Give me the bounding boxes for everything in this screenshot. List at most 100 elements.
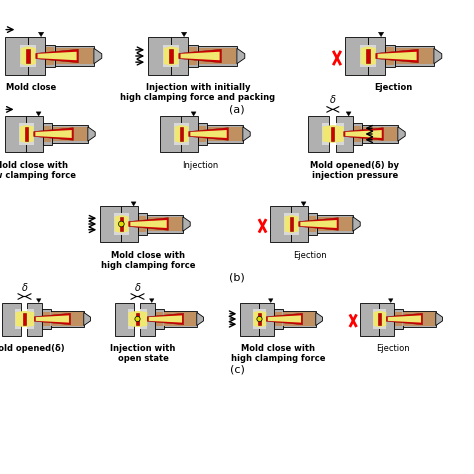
Bar bbox=[259, 309, 266, 329]
Bar bbox=[403, 312, 435, 326]
Text: (c): (c) bbox=[229, 364, 245, 374]
Bar bbox=[121, 213, 129, 235]
Bar bbox=[385, 45, 395, 67]
Polygon shape bbox=[237, 48, 245, 64]
Bar bbox=[164, 311, 197, 327]
Polygon shape bbox=[346, 130, 382, 138]
Bar bbox=[28, 45, 36, 67]
Bar bbox=[121, 206, 138, 242]
Bar bbox=[317, 215, 353, 233]
Bar bbox=[182, 123, 189, 145]
Bar bbox=[164, 312, 196, 326]
Bar bbox=[114, 213, 121, 235]
Bar bbox=[189, 47, 197, 64]
Bar bbox=[27, 116, 43, 152]
Text: (a): (a) bbox=[229, 104, 245, 114]
Bar bbox=[345, 36, 368, 75]
Text: Injection with
open state: Injection with open state bbox=[110, 344, 176, 364]
Bar bbox=[19, 123, 27, 145]
Bar bbox=[199, 48, 236, 64]
Bar bbox=[43, 123, 52, 145]
Bar bbox=[51, 311, 84, 327]
Text: Mold opened(δ): Mold opened(δ) bbox=[0, 344, 64, 353]
Polygon shape bbox=[361, 46, 376, 65]
Bar bbox=[208, 127, 242, 141]
Text: Injection with initially
high clamping force and packing: Injection with initially high clamping f… bbox=[120, 83, 275, 102]
Bar bbox=[274, 309, 283, 329]
Polygon shape bbox=[398, 127, 405, 141]
Polygon shape bbox=[344, 128, 383, 140]
Bar bbox=[380, 302, 394, 336]
Bar bbox=[119, 217, 123, 231]
Bar bbox=[360, 45, 368, 67]
Bar bbox=[138, 213, 147, 235]
Bar bbox=[20, 45, 28, 67]
Bar bbox=[331, 127, 335, 141]
Bar bbox=[140, 309, 147, 329]
Polygon shape bbox=[21, 46, 36, 65]
Bar bbox=[198, 46, 237, 66]
Polygon shape bbox=[266, 313, 302, 325]
Polygon shape bbox=[115, 215, 129, 233]
Text: Mold close with
high clamping force: Mold close with high clamping force bbox=[231, 344, 325, 364]
Bar bbox=[368, 36, 385, 75]
Bar bbox=[52, 125, 88, 143]
Bar bbox=[308, 213, 317, 235]
Polygon shape bbox=[388, 315, 421, 323]
Circle shape bbox=[118, 221, 124, 227]
Polygon shape bbox=[254, 311, 266, 327]
Bar bbox=[322, 123, 329, 145]
Bar bbox=[189, 45, 198, 67]
Polygon shape bbox=[346, 112, 351, 116]
Polygon shape bbox=[374, 311, 386, 327]
Bar bbox=[395, 311, 402, 327]
Bar bbox=[171, 36, 189, 75]
Bar bbox=[56, 48, 93, 64]
Bar bbox=[283, 312, 315, 326]
Polygon shape bbox=[149, 315, 182, 323]
Bar bbox=[373, 309, 380, 329]
Bar bbox=[5, 36, 28, 75]
Polygon shape bbox=[243, 127, 250, 141]
Bar bbox=[275, 311, 282, 327]
Polygon shape bbox=[183, 217, 190, 231]
Bar bbox=[253, 309, 259, 329]
Polygon shape bbox=[378, 32, 384, 36]
Bar bbox=[386, 47, 394, 64]
Bar bbox=[15, 309, 21, 329]
Bar bbox=[26, 48, 30, 64]
Bar bbox=[309, 216, 316, 232]
Bar bbox=[395, 46, 434, 66]
Polygon shape bbox=[88, 127, 95, 141]
Polygon shape bbox=[191, 112, 196, 116]
Text: Mold close with
high clamping force: Mold close with high clamping force bbox=[101, 251, 195, 270]
Polygon shape bbox=[316, 312, 322, 326]
Bar bbox=[366, 48, 370, 64]
Polygon shape bbox=[16, 311, 34, 327]
Bar bbox=[284, 213, 292, 235]
Polygon shape bbox=[434, 48, 442, 64]
Text: Injection: Injection bbox=[182, 161, 218, 170]
Polygon shape bbox=[189, 128, 228, 140]
Bar bbox=[155, 309, 164, 329]
Bar bbox=[354, 126, 361, 142]
Bar bbox=[23, 313, 26, 325]
Bar bbox=[160, 116, 182, 152]
Polygon shape bbox=[84, 312, 91, 326]
Text: Ejection: Ejection bbox=[293, 251, 327, 260]
Text: Ejection: Ejection bbox=[376, 344, 410, 353]
Bar bbox=[337, 123, 344, 145]
Polygon shape bbox=[34, 313, 71, 325]
Text: Mold close: Mold close bbox=[6, 83, 56, 92]
Bar bbox=[169, 48, 173, 64]
Bar bbox=[360, 302, 380, 336]
Bar bbox=[396, 48, 433, 64]
Bar bbox=[283, 311, 316, 327]
Polygon shape bbox=[268, 299, 273, 302]
Polygon shape bbox=[36, 130, 72, 138]
Bar bbox=[136, 313, 139, 325]
Bar bbox=[28, 36, 46, 75]
Polygon shape bbox=[299, 218, 338, 230]
Bar bbox=[292, 206, 308, 242]
Polygon shape bbox=[36, 315, 69, 323]
